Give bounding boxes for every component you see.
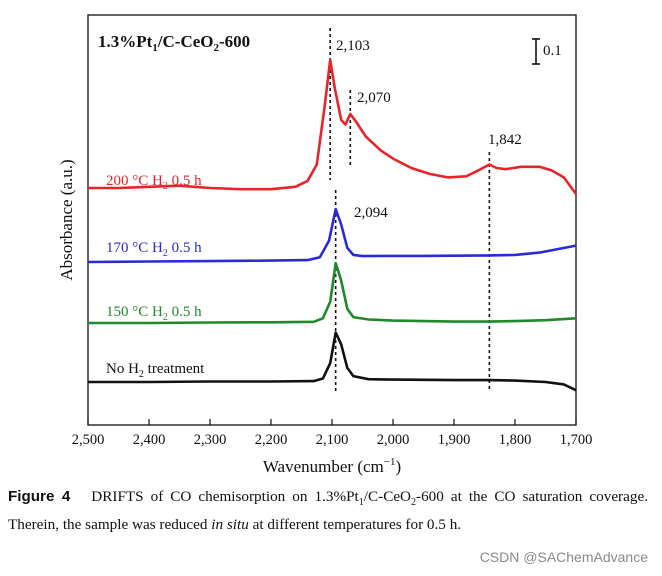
annotation-label: 2,103 <box>336 38 370 54</box>
chart: 1.3%Pt1/C-CeO2-600 0.1 2,500 2,400 2,300 2,… <box>57 14 593 476</box>
caption-sub-2: 2 <box>411 497 417 509</box>
x-tick-label: 1,900 <box>438 432 471 448</box>
x-tick-label: 2,300 <box>194 432 227 448</box>
x-tick-label: 2,100 <box>316 432 349 448</box>
annotation-label: 1,842 <box>488 132 522 148</box>
x-tick-label: 2,500 <box>72 432 105 448</box>
series-label: 170 °C H2 0.5 h <box>106 240 202 259</box>
x-tick-label: 1,700 <box>560 432 593 448</box>
chart-title: 1.3%Pt1/C-CeO2-600 <box>98 32 250 54</box>
caption-italic: in situ <box>211 515 249 533</box>
caption-text-4: at different temperatures for 0.5 h. <box>248 515 462 533</box>
series-line <box>88 58 578 195</box>
caption-text-2: /C-CeO <box>363 488 412 505</box>
series-label: No H2 treatment <box>106 361 205 380</box>
series-line <box>87 207 577 264</box>
series-label: 200 °C H2 0.5 h <box>106 173 202 192</box>
x-tick-label: 1,800 <box>499 432 532 448</box>
scale-bar: 0.1 <box>532 38 562 65</box>
figure-caption: Figure 4 DRIFTS of CO chemisorption on 1… <box>8 486 648 535</box>
caption-text-3: -600 at the CO saturation coverage. Ther… <box>8 488 648 533</box>
series-line <box>88 261 577 325</box>
series-line <box>88 331 577 392</box>
x-tick-label: 2,400 <box>133 432 166 448</box>
y-axis-label: Absorbance (a.u.) <box>57 159 76 280</box>
caption-sub-1: 1 <box>358 497 364 509</box>
x-tick-label: 2,200 <box>255 432 288 448</box>
scale-bar-label: 0.1 <box>543 43 562 59</box>
annotation-label: 2,070 <box>357 90 391 106</box>
series-label: 150 °C H2 0.5 h <box>106 304 202 323</box>
caption-label: Figure 4 <box>8 488 71 505</box>
x-tick-label: 2,000 <box>377 432 410 448</box>
annotation-label: 2,094 <box>354 205 388 221</box>
watermark: CSDN @SAChemAdvance <box>479 549 648 565</box>
caption-text-1: DRIFTS of CO chemisorption on 1.3%Pt <box>91 488 359 505</box>
x-axis-label: Wavenumber (cm−1) <box>263 456 401 476</box>
